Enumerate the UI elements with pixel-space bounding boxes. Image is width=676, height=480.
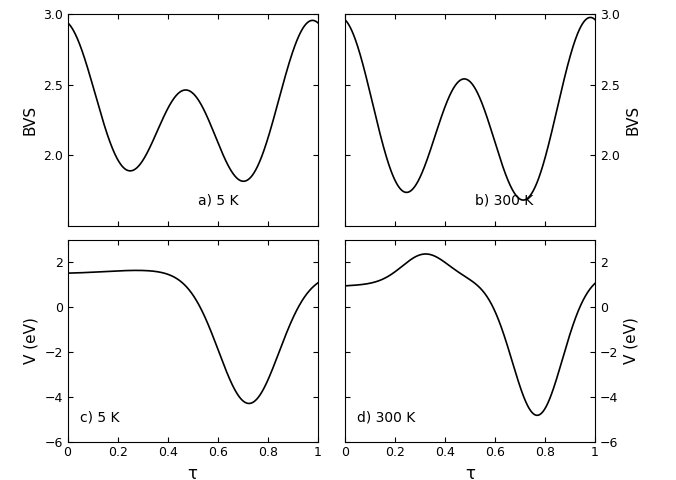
Text: d) 300 K: d) 300 K [357,410,416,424]
Y-axis label: BVS: BVS [625,105,640,135]
Text: a) 5 K: a) 5 K [197,193,238,207]
Text: c) 5 K: c) 5 K [80,410,120,424]
Y-axis label: V (eV): V (eV) [624,317,639,364]
Text: b) 300 K: b) 300 K [475,193,533,207]
X-axis label: τ: τ [188,465,197,480]
Y-axis label: V (eV): V (eV) [24,317,39,364]
X-axis label: τ: τ [465,465,475,480]
Y-axis label: BVS: BVS [22,105,37,135]
